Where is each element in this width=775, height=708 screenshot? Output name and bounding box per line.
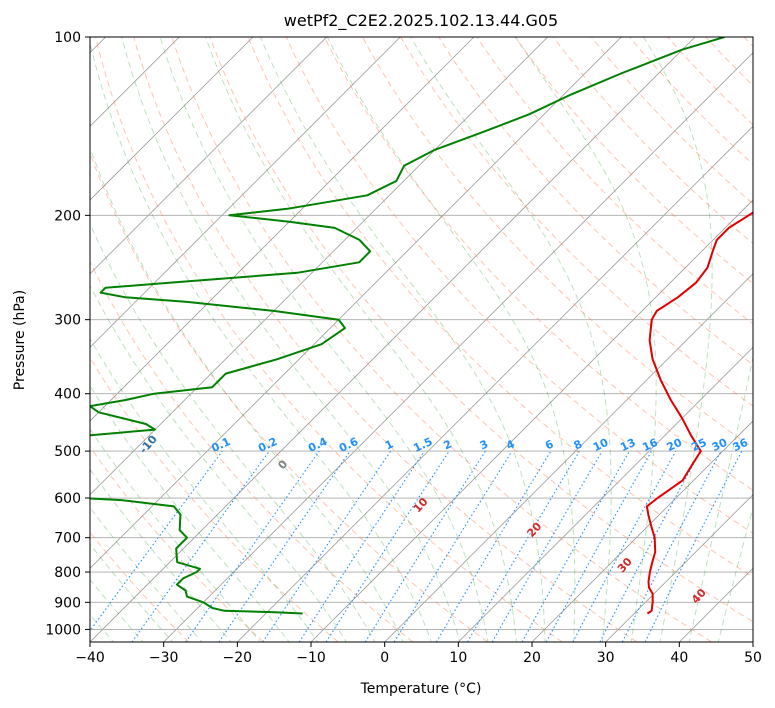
x-tick-label: 50	[744, 650, 762, 666]
isotherm-line	[605, 494, 753, 642]
moist-adiabat-line	[121, 37, 461, 642]
y-tick-label: 300	[54, 313, 81, 329]
moist-adiabat-line	[688, 355, 753, 642]
dry-adiabat-line	[362, 37, 753, 449]
dry-adiabat-line	[247, 37, 753, 578]
mixing-ratio-label: 16	[640, 436, 660, 454]
dry-adiabat-line	[90, 446, 264, 642]
x-tick-label: −40	[75, 650, 105, 666]
dry-adiabat-line	[629, 37, 753, 165]
mixing-ratio-line	[467, 450, 580, 642]
isotherm-line	[90, 37, 327, 275]
plot-background	[90, 37, 753, 642]
isotherm-line	[90, 37, 254, 201]
mixing-ratio-line	[545, 450, 653, 642]
y-tick-label: 500	[54, 444, 81, 460]
dry-adiabat-line	[209, 37, 753, 623]
mixing-ratio-label: 20	[665, 436, 685, 454]
mixing-ratio-label: 36	[731, 436, 751, 454]
dewpoint-profile-line	[90, 37, 725, 615]
dry-adiabat-line	[95, 37, 563, 642]
y-tick-label: 600	[54, 491, 81, 507]
mixing-ratio-label: 10	[591, 436, 611, 454]
isotherm-line	[458, 346, 753, 642]
y-axis-label: Pressure (hPa)	[12, 290, 28, 390]
y-tick-label: 400	[54, 387, 81, 403]
isotherm-line	[90, 37, 475, 422]
moist-adiabat-line	[717, 506, 753, 642]
y-tick-label: 1000	[45, 622, 81, 638]
x-tick-label: −10	[296, 650, 326, 666]
axis-tick-layer: −40 −30 −20 −10 0 10 20 30 40 50 1000 900 800 700 600 5…	[45, 30, 762, 666]
isotherm-line	[90, 37, 622, 569]
mixing-ratio-line	[325, 450, 450, 642]
mixing-ratio-line	[131, 450, 270, 642]
mixing-ratio-label: 13	[618, 436, 637, 454]
mixing-ratio-line	[491, 450, 603, 642]
moist-adiabat-line	[326, 37, 576, 642]
y-tick-label: 200	[54, 208, 81, 224]
grid-layer	[90, 37, 753, 642]
mixing-ratio-line	[521, 450, 630, 642]
moist-adiabat-line	[90, 384, 290, 642]
mixing-ratio-line	[393, 450, 513, 642]
x-tick-label: −30	[149, 650, 179, 666]
moist-adiabat-line	[90, 468, 232, 642]
dry-adiabat-line	[323, 37, 753, 491]
mixing-ratio-line	[218, 450, 351, 642]
moist-adiabat-line	[90, 337, 319, 642]
moist-adiabat-line	[205, 37, 517, 642]
x-tick-label: 20	[523, 650, 541, 666]
isotherm-line	[531, 420, 753, 642]
x-axis-label: Temperature (°C)	[360, 681, 482, 697]
x-tick-label: 30	[597, 650, 615, 666]
moist-adiabat-line	[90, 284, 347, 642]
mixing-ratio-label: 25	[689, 436, 708, 454]
x-tick-label: 40	[670, 650, 688, 666]
mixing-ratio-line	[435, 450, 552, 642]
moist-adiabat-line	[90, 146, 404, 642]
y-tick-label: 800	[54, 565, 81, 581]
moist-adiabat-line	[643, 37, 713, 642]
mixing-ratio-label: 30	[710, 436, 730, 454]
moist-adiabat-line	[90, 40, 432, 642]
moist-adiabat-line	[159, 37, 489, 642]
x-tick-label: 0	[380, 650, 389, 666]
moist-adiabat-line	[90, 428, 261, 642]
moist-adiabat-line	[90, 506, 203, 642]
isotherm-line	[384, 273, 753, 642]
chart-title: wetPf2_C2E2.2025.102.13.44.G05	[284, 11, 558, 31]
temperature-profile-line	[645, 211, 753, 615]
y-tick-label: 100	[54, 30, 81, 46]
dry-adiabat-line	[90, 260, 414, 642]
isotherm-line	[90, 37, 548, 496]
plot-frame	[89, 36, 754, 643]
moist-adiabat-line	[90, 579, 144, 642]
mixing-ratio-line	[364, 450, 486, 642]
moist-adiabat-line	[410, 37, 612, 642]
x-tick-label: 10	[449, 650, 467, 666]
dry-adiabat-line	[133, 37, 638, 642]
moist-adiabat-line	[515, 37, 657, 642]
x-tick-label: −20	[223, 650, 253, 666]
moist-adiabat-line	[90, 222, 376, 642]
isotherm-line	[90, 37, 696, 642]
series-layer	[90, 37, 753, 615]
mixing-ratio-line	[185, 450, 320, 642]
dry-adiabat-line	[476, 37, 753, 325]
y-tick-label: 700	[54, 531, 81, 547]
isotherm-line	[90, 37, 401, 348]
y-tick-label: 900	[54, 595, 81, 611]
isotherm-line	[237, 125, 753, 642]
mixing-ratio-line	[572, 450, 677, 642]
dry-adiabat-line	[514, 37, 753, 285]
isotherm-line	[163, 52, 753, 642]
isotherm-line	[752, 641, 753, 642]
mixing-ratio-line	[90, 450, 223, 632]
